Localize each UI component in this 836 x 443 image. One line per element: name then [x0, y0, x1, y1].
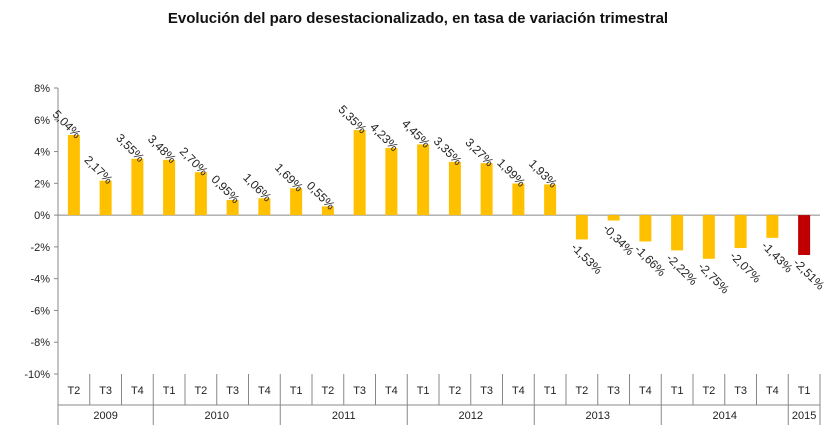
category-label: T4: [258, 385, 271, 397]
year-label: 2011: [332, 410, 356, 422]
bar: [321, 206, 334, 216]
year-label: 2015: [792, 410, 816, 422]
bar: [512, 183, 525, 216]
data-label: -2,22%: [664, 251, 701, 288]
bar: [448, 161, 461, 216]
category-label: T2: [194, 385, 207, 397]
bar: [226, 200, 239, 216]
year-label: 2014: [713, 410, 737, 422]
category-label: T4: [385, 385, 398, 397]
bar: [702, 215, 715, 259]
bar: [575, 215, 588, 240]
y-tick-label: 6%: [34, 115, 50, 127]
category-label: T1: [290, 385, 303, 397]
category-axis-layer: T2 T3 T4 T1 T2 T3 T4 T1 T2 T3 T4 T1 T2 T3 T4 T1 T2 T3 T4 T1…: [57, 374, 821, 425]
category-label: T2: [448, 385, 461, 397]
y-tick-label: -4%: [30, 274, 50, 286]
category-label: T4: [512, 385, 525, 397]
y-tick-label: -8%: [30, 337, 50, 349]
category-label: T3: [480, 385, 493, 397]
bar: [353, 130, 366, 216]
category-label: T2: [67, 385, 80, 397]
bar: [67, 135, 80, 216]
category-label: T3: [226, 385, 239, 397]
bar-layer: [67, 130, 811, 259]
bar: [290, 188, 303, 216]
category-label: T4: [131, 385, 144, 397]
bar: [607, 215, 620, 221]
bar: [99, 180, 112, 216]
data-label: -1,43%: [759, 239, 796, 276]
chart-title: Evolución del paro desestacionalizado, e…: [167, 10, 669, 27]
year-label: 2012: [459, 410, 483, 422]
bar: [417, 144, 430, 216]
axis-layer: 8% 6% 4% 2% 0% -2% -4% -6% -8% -10%: [24, 83, 820, 381]
data-label: -0,34%: [600, 221, 637, 258]
y-tick-label: 4%: [34, 147, 50, 159]
data-label: -2,75%: [695, 260, 732, 297]
y-tick-label: 8%: [34, 83, 50, 95]
data-label: -2,07%: [727, 249, 764, 286]
data-label: -2,51%: [791, 256, 828, 293]
y-tick-label: 0%: [34, 210, 50, 222]
bar: [258, 198, 271, 216]
category-label: T2: [321, 385, 334, 397]
bar: [131, 158, 144, 216]
bar: [766, 215, 779, 238]
category-label: T4: [766, 385, 779, 397]
bar: [480, 163, 493, 216]
category-label: T3: [99, 385, 112, 397]
category-label: T3: [607, 385, 620, 397]
year-label: 2013: [586, 410, 610, 422]
category-label: T1: [671, 385, 684, 397]
y-tick-label: -10%: [24, 369, 50, 381]
category-label: T3: [353, 385, 366, 397]
category-label: T1: [163, 385, 176, 397]
bar: [734, 215, 747, 249]
y-tick-label: -6%: [30, 305, 50, 317]
bar: [544, 184, 557, 216]
year-label: 2009: [93, 410, 117, 422]
year-label: 2010: [205, 410, 229, 422]
y-tick-label: -2%: [30, 242, 50, 254]
data-label: -1,53%: [568, 240, 605, 277]
category-label: T1: [798, 385, 811, 397]
category-label: T2: [702, 385, 715, 397]
bar: [163, 159, 176, 216]
bar: [639, 215, 652, 242]
category-label: T3: [734, 385, 747, 397]
bar: [798, 215, 811, 255]
y-tick-label: 2%: [34, 178, 50, 190]
category-label: T1: [544, 385, 557, 397]
bar: [385, 147, 398, 216]
category-label: T1: [417, 385, 430, 397]
category-label: T4: [639, 385, 652, 397]
category-label: T2: [575, 385, 588, 397]
bar: [194, 172, 207, 216]
bar: [671, 215, 684, 251]
